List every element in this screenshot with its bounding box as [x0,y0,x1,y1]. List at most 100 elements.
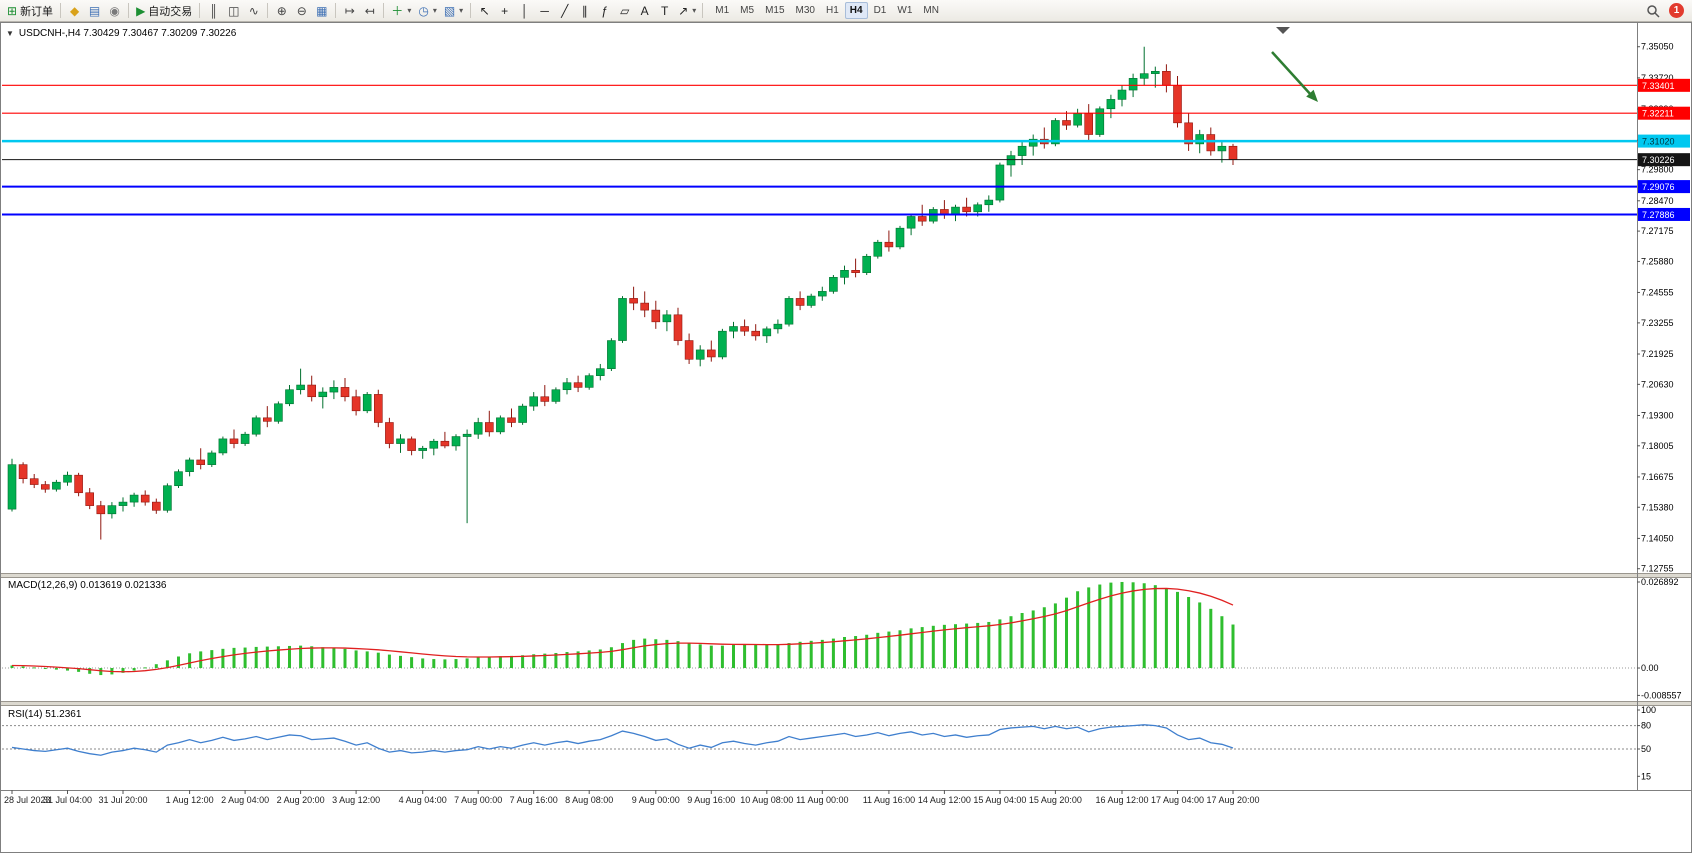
autotrading-button[interactable]: ▶ 自动交易 [133,1,195,20]
toolbar: ⊞ 新订单 ◆ ▤ ◉ ▶ 自动交易 ║ ◫ ∿ ⊕ ⊖ ▦ ↦ ↤ ＋ ▾ ◷ ▾ ▧ ▾ ↖ + │ ─ ╱ ∥ ƒ ▱ A T ↗ ▾ M… [0,0,1692,22]
timeframe-h1[interactable]: H1 [825,5,839,16]
svg-text:17 Aug 20:00: 17 Aug 20:00 [1206,795,1259,805]
dropdown-caret-icon: ▾ [432,6,437,15]
one-click-trading-toggle[interactable]: ▼ [6,29,14,38]
timeframe-m5[interactable]: M5 [740,5,755,16]
macd-indicator-label: MACD(12,26,9) 0.013619 0.021336 [8,580,167,591]
zoom-out-button[interactable]: ⊖ [292,1,311,20]
navigator-button[interactable]: ▤ [85,1,104,20]
timeframe-m15[interactable]: M15 [765,5,785,16]
periods-button[interactable]: ◷ ▾ [415,1,440,20]
autotrading-icon: ▶ [136,3,146,18]
svg-text:7.15380: 7.15380 [1641,502,1674,512]
text-label-icon: T [661,3,669,18]
horizontal-line-icon: ─ [540,3,549,18]
chart-canvas[interactable]: 7.350507.337207.323907.310607.298007.284… [0,22,1692,853]
templates-icon: ▧ [443,3,456,18]
panel-separator[interactable] [1,701,1691,705]
line-chart-icon: ∿ [248,3,259,18]
search-icon [1647,4,1660,18]
bar-chart-button[interactable]: ║ [204,1,223,20]
text-button[interactable]: A [635,1,654,20]
crosshair-button[interactable]: + [495,1,514,20]
svg-text:80: 80 [1641,721,1651,731]
svg-text:31 Jul 20:00: 31 Jul 20:00 [98,795,147,805]
svg-text:7.23255: 7.23255 [1641,318,1674,328]
svg-text:17 Aug 04:00: 17 Aug 04:00 [1151,795,1204,805]
toolbar-separator [383,3,385,18]
toolbar-separator [335,3,337,18]
candlestick-series [7,46,1238,540]
svg-text:28 Jul 2023: 28 Jul 2023 [4,795,51,805]
svg-text:15: 15 [1641,771,1651,781]
rsi-axis: 100 80 50 15 [1637,705,1656,781]
macd-signal-line [11,587,1234,673]
chart-shift-marker[interactable] [1276,27,1290,34]
svg-text:7.29076: 7.29076 [1642,182,1675,192]
cursor-button[interactable]: ↖ [475,1,494,20]
svg-text:7.32211: 7.32211 [1642,109,1674,119]
horizontal-line-button[interactable]: ─ [535,1,554,20]
new-order-label: 新订单 [20,5,54,18]
auto-scroll-icon: ↦ [344,3,355,18]
line-chart-button[interactable]: ∿ [244,1,263,20]
timeframe-m30[interactable]: M30 [795,5,815,16]
macd-histogram [10,581,1235,676]
svg-text:7.33720: 7.33720 [1641,73,1674,83]
search-button[interactable] [1643,1,1663,20]
panel-separator[interactable] [1,573,1691,577]
svg-text:3 Aug 12:00: 3 Aug 12:00 [332,795,380,805]
shapes-button[interactable]: ▱ [615,1,634,20]
fibonacci-icon: ƒ [601,3,609,18]
new-order-icon: ⊞ [7,3,18,18]
candlestick-chart-button[interactable]: ◫ [224,1,243,20]
vertical-line-button[interactable]: │ [515,1,534,20]
toolbar-separator [199,3,201,18]
chart-window[interactable]: 7.350507.337207.323907.310607.298007.284… [0,22,1692,853]
metaeditor-button[interactable]: ◆ [65,1,84,20]
svg-text:16 Aug 12:00: 16 Aug 12:00 [1095,795,1148,805]
toolbar-separator [702,3,704,18]
timeframe-m1[interactable]: M1 [715,5,730,16]
channel-button[interactable]: ∥ [575,1,594,20]
arrow-objects-button[interactable]: ↗ ▾ [675,1,699,20]
svg-text:15 Aug 20:00: 15 Aug 20:00 [1029,795,1082,805]
dropdown-caret-icon: ▾ [407,6,412,15]
macd-axis: 0.026892 0.00 -0.008557 [1637,577,1682,700]
svg-text:100: 100 [1641,705,1656,715]
svg-text:4 Aug 04:00: 4 Aug 04:00 [399,795,447,805]
templates-button[interactable]: ▧ ▾ [441,1,466,20]
fibonacci-button[interactable]: ƒ [595,1,614,20]
indicators-button[interactable]: ＋ ▾ [388,1,414,20]
tile-windows-button[interactable]: ▦ [312,1,331,20]
notification-badge[interactable]: 1 [1669,3,1684,18]
svg-text:7.25880: 7.25880 [1641,256,1674,266]
timeframe-mn[interactable]: MN [923,5,939,16]
svg-text:1 Aug 12:00: 1 Aug 12:00 [166,795,214,805]
shapes-icon: ▱ [620,3,630,18]
text-label-button[interactable]: T [655,1,674,20]
svg-text:7.31020: 7.31020 [1642,137,1675,147]
svg-text:50: 50 [1641,744,1651,754]
zoom-in-button[interactable]: ⊕ [272,1,291,20]
options-button[interactable]: ◉ [105,1,124,20]
timeframe-h4[interactable]: H4 [844,2,868,19]
trendline-button[interactable]: ╱ [555,1,574,20]
svg-text:10 Aug 08:00: 10 Aug 08:00 [740,795,793,805]
new-order-button[interactable]: ⊞ 新订单 [4,1,56,20]
svg-text:11 Aug 00:00: 11 Aug 00:00 [796,795,848,805]
svg-text:7 Aug 00:00: 7 Aug 00:00 [454,795,502,805]
chart-shift-button[interactable]: ↤ [360,1,379,20]
svg-text:9 Aug 00:00: 9 Aug 00:00 [632,795,680,805]
trend-arrow-annotation[interactable] [1271,51,1318,102]
svg-text:7.33401: 7.33401 [1642,81,1675,91]
auto-scroll-button[interactable]: ↦ [340,1,359,20]
timeframe-d1[interactable]: D1 [873,5,887,16]
svg-text:7.27886: 7.27886 [1642,210,1675,220]
svg-text:7.18005: 7.18005 [1641,441,1674,451]
svg-text:0.00: 0.00 [1641,663,1659,673]
level-lines[interactable] [2,84,1637,216]
timeframe-w1[interactable]: W1 [897,5,913,16]
